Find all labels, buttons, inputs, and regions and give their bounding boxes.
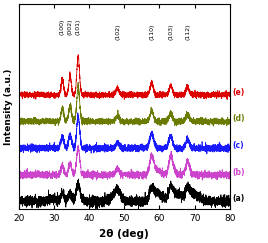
Text: (103): (103) — [168, 24, 173, 40]
Text: (002): (002) — [68, 18, 73, 35]
Text: (d): (d) — [233, 114, 245, 123]
Text: (110): (110) — [149, 24, 154, 40]
X-axis label: 2θ (deg): 2θ (deg) — [99, 229, 149, 239]
Text: (112): (112) — [185, 24, 190, 40]
Text: (102): (102) — [115, 24, 120, 40]
Text: (e): (e) — [233, 88, 245, 97]
Text: (b): (b) — [233, 168, 245, 177]
Text: (c): (c) — [233, 141, 244, 150]
Y-axis label: Intensity (a.u.): Intensity (a.u.) — [4, 69, 13, 145]
Text: (100): (100) — [60, 18, 65, 35]
Text: (a): (a) — [233, 194, 245, 203]
Text: (101): (101) — [76, 18, 81, 35]
